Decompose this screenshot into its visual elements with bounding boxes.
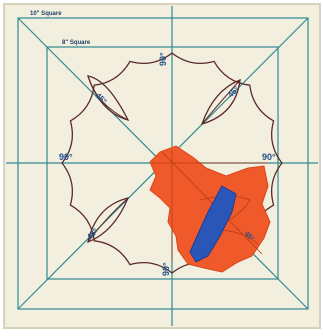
petal-upper-left xyxy=(87,75,130,122)
scalloped-circle-outline xyxy=(61,52,283,274)
angle-label-right: 90° xyxy=(262,152,276,162)
blue-fabric-strip xyxy=(189,185,237,263)
board-shadow-edge xyxy=(3,3,321,329)
angle-label-top: 90° xyxy=(158,52,168,66)
petal-lower-left xyxy=(87,197,130,244)
inner-square-label: 8" Square xyxy=(62,40,91,46)
petal-upper-right xyxy=(200,79,241,125)
outer-square-label: 10" Square xyxy=(30,11,62,17)
angle-label-left: 90° xyxy=(59,152,73,162)
angle-label-bottom: 90° xyxy=(161,262,171,276)
